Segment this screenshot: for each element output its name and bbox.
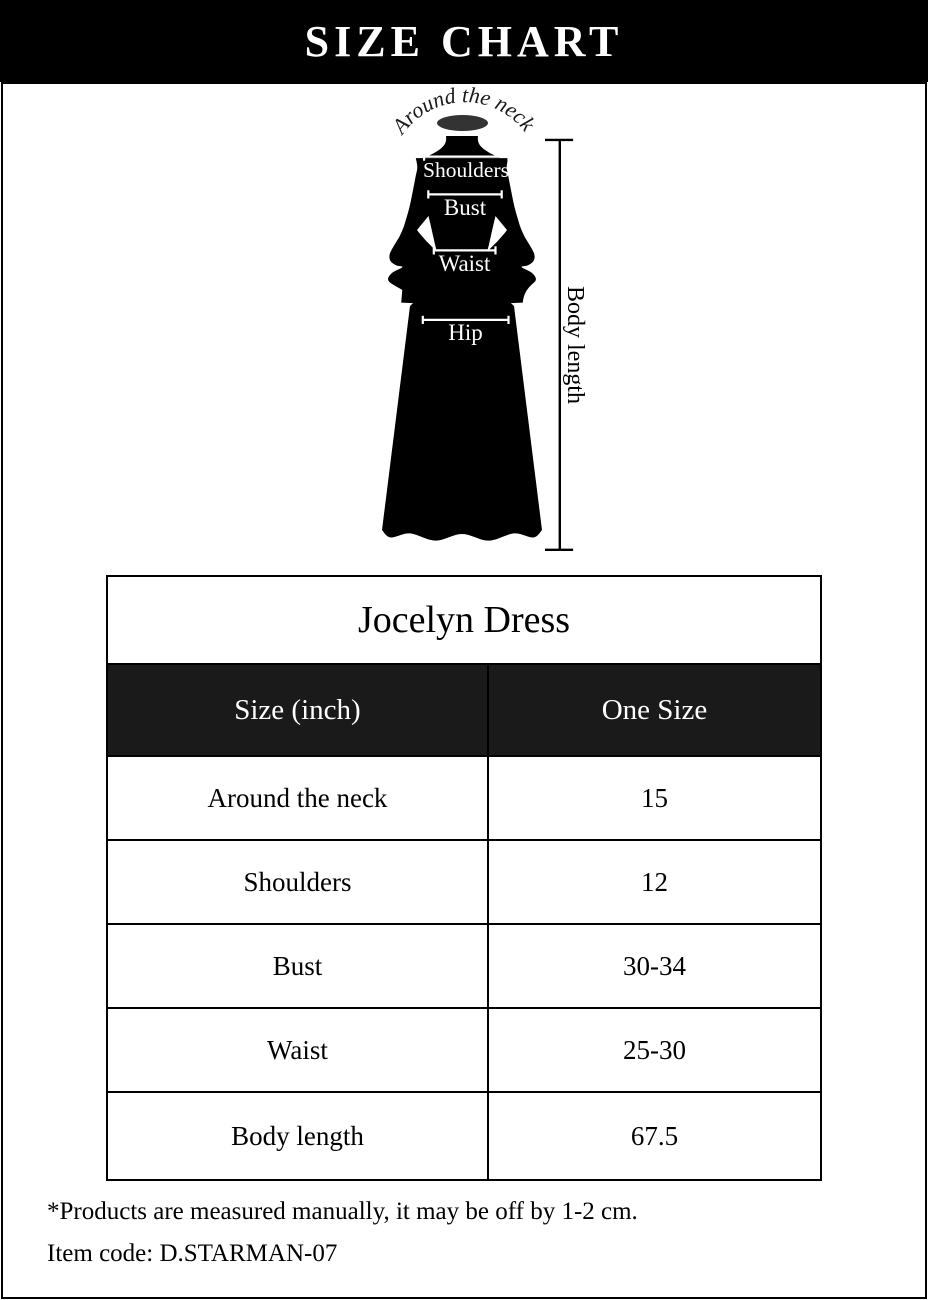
svg-text:Bust: Bust xyxy=(444,195,487,220)
svg-text:Shoulders: Shoulders xyxy=(423,158,509,182)
svg-text:Around the neck: Around the neck xyxy=(385,82,541,140)
svg-text:Hip: Hip xyxy=(448,320,483,345)
svg-text:Body length: Body length xyxy=(562,286,588,404)
svg-text:Waist: Waist xyxy=(439,251,491,276)
